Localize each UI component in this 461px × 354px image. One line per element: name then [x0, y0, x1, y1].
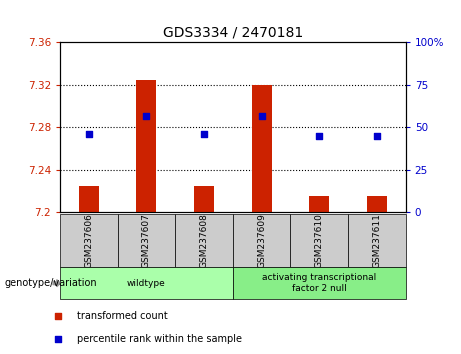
Text: GSM237610: GSM237610 [315, 213, 324, 268]
Bar [252, 85, 272, 212]
Point [142, 113, 150, 118]
Text: GSM237609: GSM237609 [257, 213, 266, 268]
Bar [348, 214, 406, 267]
Point [315, 133, 323, 139]
Bar [309, 196, 329, 212]
Bar [290, 214, 348, 267]
Bar [79, 186, 99, 212]
Bar [136, 80, 156, 212]
Point [85, 131, 92, 137]
Point [54, 337, 62, 342]
Text: GSM237606: GSM237606 [84, 213, 93, 268]
Bar [194, 186, 214, 212]
Bar [233, 214, 290, 267]
Point [54, 313, 62, 318]
Bar [60, 214, 118, 267]
Title: GDS3334 / 2470181: GDS3334 / 2470181 [163, 26, 303, 40]
Point [258, 113, 266, 118]
Bar [233, 267, 406, 299]
Bar [118, 214, 175, 267]
Text: GSM237608: GSM237608 [200, 213, 208, 268]
Text: wildtype: wildtype [127, 279, 166, 288]
Text: percentile rank within the sample: percentile rank within the sample [77, 335, 242, 344]
Text: genotype/variation: genotype/variation [5, 278, 97, 288]
Text: transformed count: transformed count [77, 310, 167, 321]
Text: GSM237607: GSM237607 [142, 213, 151, 268]
Point [200, 131, 207, 137]
Point [373, 133, 381, 139]
Bar [175, 214, 233, 267]
Bar [60, 267, 233, 299]
Bar [367, 196, 387, 212]
Text: activating transcriptional
factor 2 null: activating transcriptional factor 2 null [262, 274, 376, 293]
Text: GSM237611: GSM237611 [372, 213, 381, 268]
